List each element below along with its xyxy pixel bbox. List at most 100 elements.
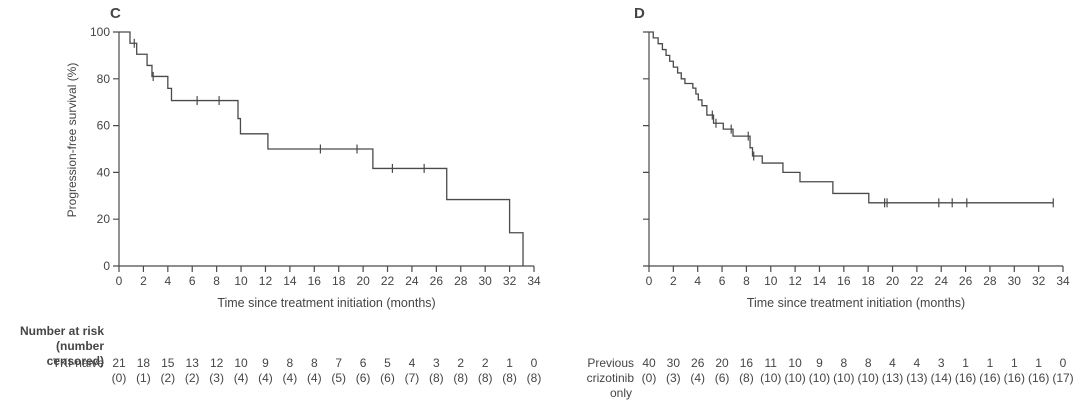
at-risk-count: 10	[234, 356, 248, 370]
x-tick-label: 6	[719, 274, 726, 288]
at-risk-count: 9	[816, 356, 823, 370]
censored-count: (8)	[453, 371, 469, 385]
x-tick-label: 18	[861, 274, 875, 288]
at-risk-count: 26	[691, 356, 705, 370]
at-risk-count: 11	[764, 356, 777, 370]
x-tick-label: 30	[478, 274, 492, 288]
x-tick-label: 28	[983, 274, 997, 288]
km-curve-C	[119, 31, 524, 266]
x-tick-label: 32	[1032, 274, 1046, 288]
x-tick-label: 0	[646, 274, 653, 288]
risk-group-label-c: TKI-naive	[52, 356, 104, 370]
x-tick-label: 14	[283, 274, 297, 288]
x-axis-title-d: Time since treatment initiation (months)	[746, 296, 966, 310]
x-tick-label: 24	[405, 274, 419, 288]
censored-count: (4)	[282, 371, 298, 385]
censored-count: (10)	[857, 371, 879, 385]
x-tick-label: 12	[259, 274, 273, 288]
at-risk-count: 8	[286, 356, 294, 370]
censored-count: (4)	[690, 371, 706, 385]
y-tick-label: 0	[103, 259, 110, 273]
censored-count: (17)	[1052, 371, 1074, 385]
censored-count: (8)	[477, 371, 493, 385]
censored-count: (1)	[136, 371, 151, 385]
x-tick-label: 30	[1008, 274, 1022, 288]
at-risk-count: 16	[739, 356, 754, 370]
x-tick-label: 18	[332, 274, 346, 288]
at-risk-count: 4	[889, 356, 896, 370]
x-axis-title-c: Time since treatment initiation (months)	[217, 296, 436, 310]
y-axis-title: Progression-free survival (%)	[65, 62, 79, 218]
x-tick-label: 8	[743, 274, 750, 288]
censored-count: (6)	[355, 371, 371, 385]
panel-label-c: C	[110, 5, 121, 22]
at-risk-count: 30	[666, 356, 681, 370]
at-risk-count: 1	[986, 356, 994, 370]
x-tick-label: 34	[1056, 274, 1070, 288]
at-risk-count: 1	[1010, 356, 1018, 370]
x-tick-label: 12	[788, 274, 802, 288]
at-risk-count: 21	[112, 356, 126, 370]
risk-header-line1: Number at risk	[19, 324, 104, 338]
censored-count: (6)	[714, 371, 730, 385]
censored-count: (6)	[380, 371, 395, 385]
at-risk-count: 7	[335, 356, 343, 370]
x-tick-label: 32	[503, 274, 517, 288]
at-risk-count: 8	[864, 356, 872, 370]
risk-group-label-d-line3: only	[609, 386, 632, 400]
at-risk-count: 12	[209, 356, 224, 370]
censored-count: (0)	[111, 371, 127, 385]
axes-panel-C	[113, 31, 535, 272]
at-risk-count: 2	[457, 356, 465, 370]
at-risk-count: 13	[185, 356, 199, 370]
censored-count: (8)	[739, 371, 754, 385]
censored-count: (0)	[641, 371, 657, 385]
x-tick-label: 26	[430, 274, 444, 288]
censored-count: (16)	[979, 371, 1001, 385]
x-tick-label: 6	[189, 274, 196, 288]
x-tick-label: 10	[234, 274, 248, 288]
at-risk-count: 1	[506, 356, 513, 370]
risk-group-label-d-line1: Previous	[587, 356, 634, 370]
y-tick-label: 60	[97, 119, 111, 133]
censored-count: (5)	[331, 371, 347, 385]
x-tick-label: 8	[213, 274, 220, 288]
censored-count: (8)	[526, 371, 542, 385]
x-tick-label: 2	[670, 274, 677, 288]
x-tick-label: 4	[164, 274, 171, 288]
axes-panel-D	[643, 31, 1064, 272]
at-risk-count: 0	[530, 356, 538, 370]
censored-count: (3)	[666, 371, 681, 385]
at-risk-count: 3	[937, 356, 945, 370]
censored-count: (14)	[930, 371, 952, 385]
km-curve-D	[649, 31, 1054, 204]
y-tick-label: 20	[97, 212, 111, 226]
at-risk-count: 4	[913, 356, 921, 370]
x-tick-label: 24	[935, 274, 949, 288]
x-tick-label: 4	[694, 274, 701, 288]
at-risk-count: 3	[433, 356, 440, 370]
censored-count: (10)	[808, 371, 831, 385]
x-tick-label: 14	[813, 274, 827, 288]
censored-count: (4)	[306, 371, 322, 385]
at-risk-count: 10	[788, 356, 802, 370]
x-tick-label: 2	[140, 274, 147, 288]
censored-count: (3)	[209, 371, 224, 385]
censored-count: (4)	[258, 371, 273, 385]
at-risk-count: 4	[408, 356, 416, 370]
at-risk-count: 0	[1059, 356, 1067, 370]
x-tick-label: 20	[356, 274, 370, 288]
at-risk-count: 18	[136, 356, 151, 370]
y-tick-label: 100	[90, 25, 110, 39]
y-tick-label: 40	[97, 165, 111, 179]
at-risk-count: 6	[359, 356, 367, 370]
at-risk-count: 1	[962, 356, 969, 370]
censored-count: (8)	[429, 371, 444, 385]
censored-count: (13)	[906, 371, 928, 385]
at-risk-count: 1	[1035, 356, 1042, 370]
x-tick-label: 16	[308, 274, 322, 288]
x-tick-label: 34	[527, 274, 541, 288]
x-tick-label: 20	[886, 274, 900, 288]
